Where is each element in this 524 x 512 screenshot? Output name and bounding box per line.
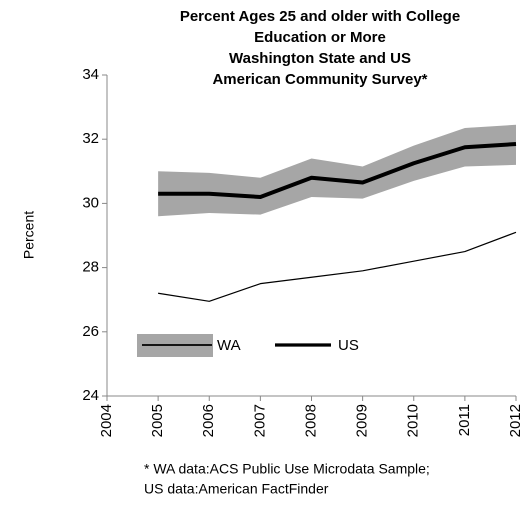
- x-tick-label: 2005: [149, 404, 166, 437]
- y-tick-label: 30: [82, 194, 99, 211]
- chart-title: Education or More: [254, 29, 386, 46]
- y-axis-label: Percent: [21, 211, 37, 259]
- y-tick-label: 26: [82, 323, 99, 340]
- y-tick-label: 34: [82, 66, 99, 83]
- x-tick-label: 2010: [405, 404, 422, 437]
- footnote: US data:American FactFinder: [144, 481, 329, 497]
- x-tick-label: 2006: [200, 404, 217, 437]
- legend-label: WA: [217, 337, 241, 354]
- confidence-band: [158, 124, 516, 217]
- x-tick-label: 2009: [354, 404, 371, 437]
- line-series: [158, 142, 517, 199]
- x-tick-label: 2012: [507, 404, 524, 437]
- line-series: [158, 231, 517, 302]
- y-tick-label: 24: [82, 387, 99, 404]
- y-tick-label: 32: [82, 130, 99, 147]
- y-tick-label: 28: [82, 259, 99, 276]
- chart-title: American Community Survey*: [212, 71, 427, 88]
- chart-title: Washington State and US: [229, 50, 411, 67]
- x-tick-label: 2004: [98, 404, 115, 437]
- x-tick-label: 2007: [251, 404, 268, 437]
- footnote: * WA data:ACS Public Use Microdata Sampl…: [144, 461, 430, 477]
- chart-title: Percent Ages 25 and older with College: [180, 8, 460, 25]
- x-tick-label: 2011: [456, 404, 473, 436]
- legend-label: US: [338, 337, 359, 354]
- x-tick-label: 2008: [302, 404, 319, 437]
